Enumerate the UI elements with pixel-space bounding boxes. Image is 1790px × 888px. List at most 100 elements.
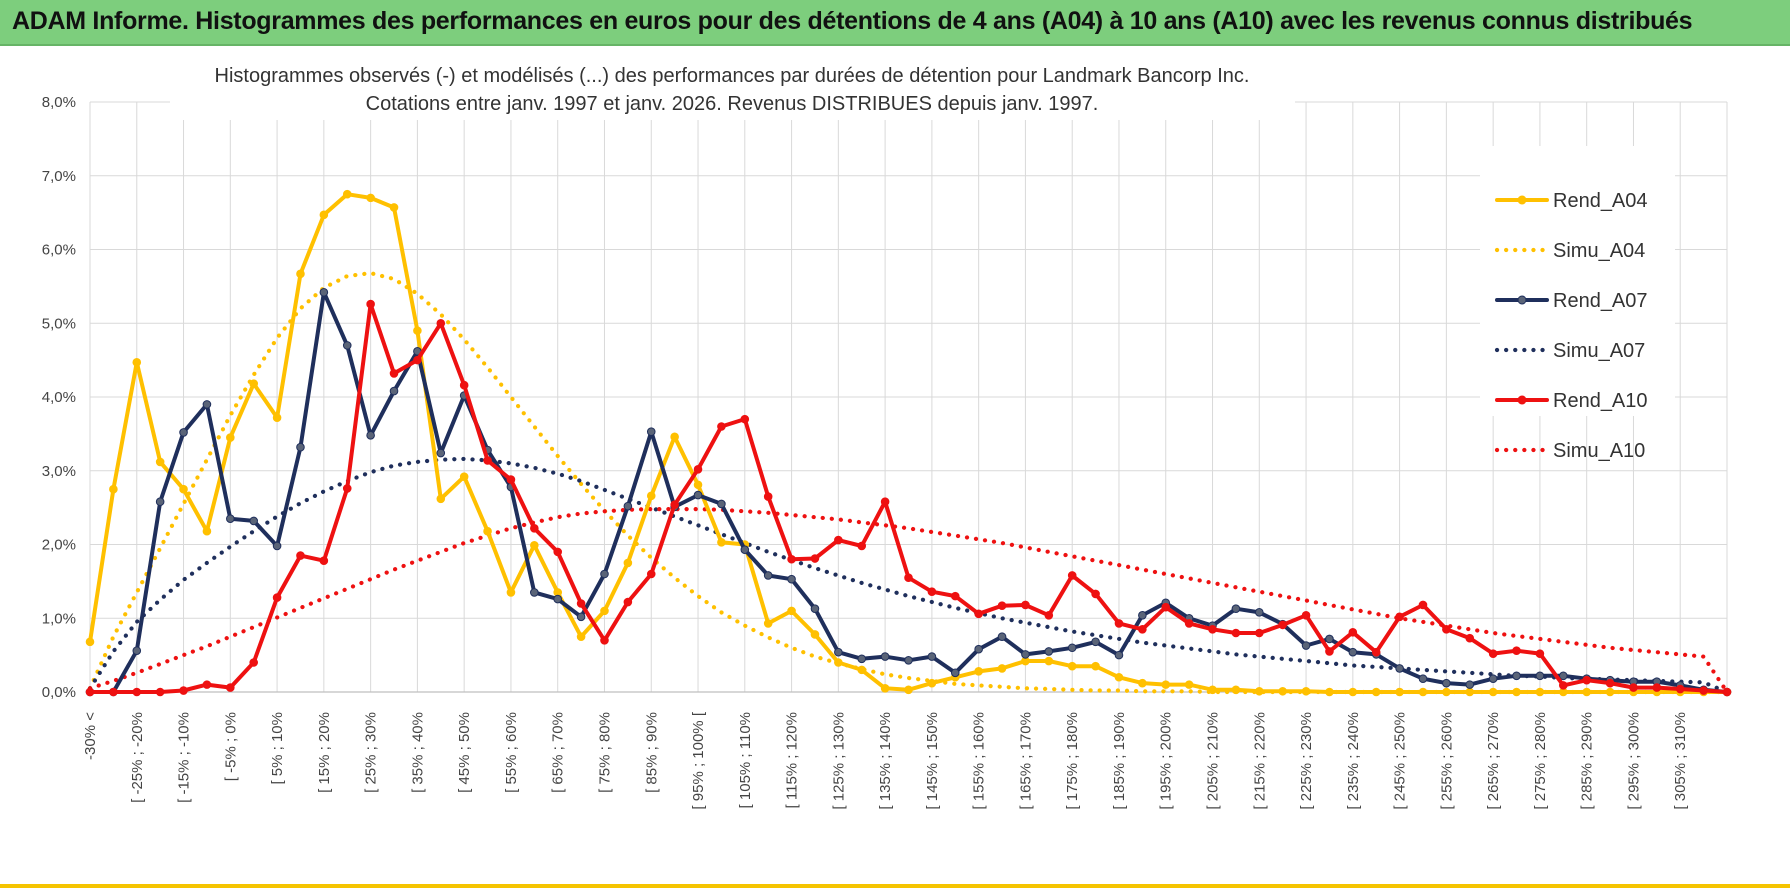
series-line-simu-a10 [87, 507, 1730, 695]
legend-label: Simu_A10 [1553, 440, 1645, 462]
data-point-rend-a10 [1301, 611, 1311, 620]
x-tick-label: [ 195% ; 200% [1158, 712, 1175, 810]
data-point-rend-a04 [132, 358, 142, 367]
data-point-rend-a04 [1605, 687, 1615, 697]
data-point-rend-a07 [1535, 671, 1545, 681]
data-point-rend-a07 [623, 501, 633, 511]
data-point-rend-a04 [1488, 687, 1498, 697]
data-point-rend-a10 [249, 658, 258, 667]
data-point-rend-a10 [296, 551, 305, 560]
data-point-rend-a07 [155, 497, 165, 507]
data-point-rend-a10 [132, 687, 142, 697]
x-tick-label: [ 305% ; 310% [1672, 712, 1689, 810]
data-point-rend-a04 [1184, 680, 1194, 689]
data-point-rend-a10 [1535, 649, 1545, 658]
data-point-rend-a10 [1348, 627, 1358, 637]
data-point-rend-a10 [1418, 600, 1428, 610]
data-point-rend-a07 [974, 644, 983, 654]
data-point-rend-a10 [272, 593, 282, 602]
x-tick-label: [ 295% ; 300% [1625, 712, 1642, 810]
data-point-rend-a04 [693, 480, 703, 490]
data-point-rend-a10 [459, 380, 469, 390]
data-point-rend-a07 [857, 654, 867, 664]
data-point-rend-a04 [506, 588, 516, 597]
data-point-rend-a04 [1442, 687, 1451, 697]
data-point-rend-a10 [1114, 619, 1124, 628]
y-tick-label: 7,0% [42, 168, 76, 185]
data-point-rend-a10 [1044, 611, 1054, 620]
legend-item-rend-a04: Rend_A04 [1495, 190, 1648, 212]
data-point-rend-a04 [202, 526, 212, 536]
data-point-rend-a10 [342, 484, 352, 493]
y-tick-label: 3,0% [42, 463, 76, 480]
report-title: ADAM Informe. Histogrammes des performan… [12, 7, 1693, 35]
data-point-rend-a10 [997, 601, 1007, 611]
data-point-rend-a07 [202, 400, 212, 409]
data-point-rend-a04 [717, 537, 726, 547]
data-point-rend-a07 [1395, 664, 1404, 673]
data-point-rend-a07 [693, 490, 703, 500]
data-point-rend-a07 [1021, 650, 1030, 659]
x-tick-label: [ 75% ; 80% [596, 712, 613, 793]
data-point-rend-a04 [1325, 687, 1334, 697]
data-point-rend-a04 [1418, 687, 1428, 697]
data-point-rend-a10 [1675, 684, 1685, 694]
data-point-rend-a07 [249, 516, 258, 526]
x-tick-label: -30% < [82, 712, 99, 760]
x-tick-label: [ 155% ; 160% [971, 712, 988, 810]
data-point-rend-a04 [413, 326, 422, 335]
data-point-rend-a07 [1512, 671, 1521, 681]
data-point-rend-a07 [226, 514, 235, 523]
legend-item-simu-a04: Simu_A04 [1494, 240, 1645, 262]
data-point-rend-a10 [1699, 686, 1708, 695]
data-point-rend-a07 [1418, 674, 1428, 684]
data-point-rend-a10 [85, 687, 95, 697]
data-point-rend-a07 [1301, 641, 1311, 650]
data-point-rend-a07 [1325, 634, 1334, 644]
data-point-rend-a04 [1208, 685, 1217, 695]
data-point-rend-a10 [226, 683, 235, 692]
data-point-rend-a07 [553, 594, 563, 604]
data-point-rend-a10 [553, 547, 563, 557]
y-tick-label: 6,0% [42, 242, 76, 259]
data-point-rend-a04 [249, 379, 258, 389]
data-point-rend-a07 [927, 652, 937, 661]
data-point-rend-a10 [1161, 602, 1171, 612]
data-point-rend-a04 [366, 193, 375, 203]
data-point-rend-a10 [974, 609, 983, 619]
data-point-rend-a10 [319, 556, 329, 566]
data-point-rend-a07 [319, 287, 329, 297]
data-point-rend-a10 [1442, 625, 1451, 634]
data-point-rend-a07 [179, 428, 188, 437]
x-tick-label: [ 5% ; 10% [269, 712, 286, 785]
data-point-rend-a07 [787, 574, 796, 584]
data-point-rend-a04 [1371, 687, 1381, 697]
data-point-rend-a04 [483, 526, 492, 536]
data-point-rend-a10 [670, 500, 679, 509]
x-tick-label: [ 95% ; 100% [ [690, 711, 707, 809]
data-point-rend-a10 [717, 422, 726, 431]
data-point-rend-a07 [1091, 637, 1100, 647]
x-tick-label: [ 205% ; 210% [1205, 712, 1222, 810]
data-point-rend-a10 [1091, 589, 1100, 599]
data-point-rend-a04 [997, 664, 1007, 673]
x-tick-label: [ 85% ; 90% [643, 712, 660, 793]
data-point-rend-a04 [1138, 678, 1147, 688]
x-tick-label: [ 65% ; 70% [550, 712, 567, 793]
data-point-rend-a07 [1254, 608, 1264, 617]
x-tick-label: [ 215% ; 220% [1251, 712, 1268, 810]
data-point-rend-a07 [1067, 643, 1077, 653]
data-point-rend-a04 [85, 637, 95, 647]
legend-label: Rend_A04 [1553, 190, 1648, 212]
data-point-rend-a07 [810, 604, 820, 613]
data-point-rend-a04 [1348, 687, 1358, 697]
data-point-rend-a04 [600, 606, 609, 616]
data-point-rend-a07 [1465, 680, 1475, 689]
data-point-rend-a10 [623, 597, 633, 607]
data-point-rend-a10 [646, 569, 656, 579]
data-point-rend-a04 [787, 606, 796, 616]
x-axis: -30% < [ -25% ; -20% [ -15% ; -10% [ -5% ; … [82, 691, 1727, 810]
x-tick-label: [ 175% ; 180% [1064, 712, 1081, 810]
data-point-rend-a04 [927, 678, 937, 688]
data-point-rend-a04 [857, 665, 867, 675]
